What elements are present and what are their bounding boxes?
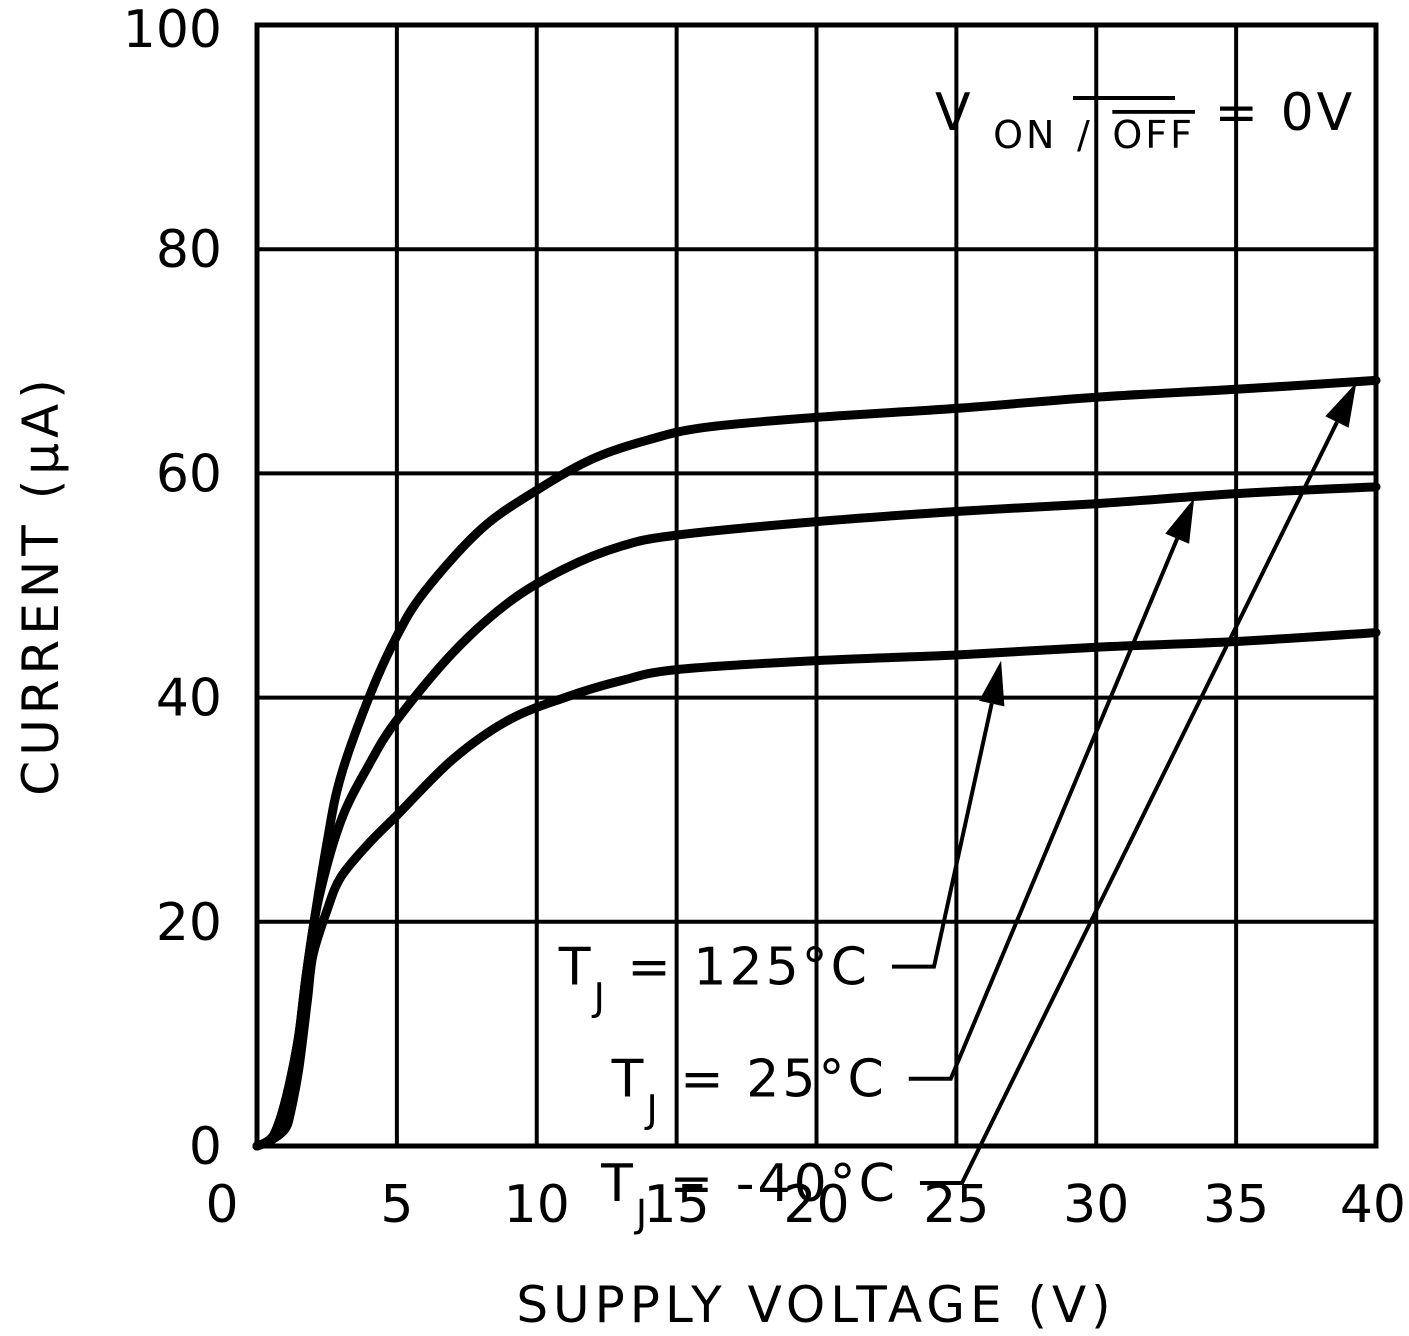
series-label-sub-1: J bbox=[644, 1088, 660, 1132]
series-label-rest-0: = 125°C bbox=[608, 938, 870, 998]
series-leader-2 bbox=[919, 421, 1339, 1185]
condition-slash: / bbox=[1077, 113, 1093, 157]
series-label-1: TJ = 25°C bbox=[611, 1050, 887, 1132]
y-tick-label-1: 20 bbox=[156, 893, 222, 953]
series-arrowhead-2 bbox=[1325, 382, 1357, 428]
condition-prefix: V bbox=[935, 83, 974, 143]
y-tick-label-3: 60 bbox=[156, 444, 222, 504]
series-label-sub-0: J bbox=[592, 976, 608, 1020]
series-label-main-1: T bbox=[611, 1050, 647, 1110]
condition-subscript: ON bbox=[993, 113, 1057, 157]
y-tick-label-5: 100 bbox=[123, 0, 222, 60]
series-label-rest-1: = 25°C bbox=[661, 1050, 887, 1110]
y-tick-label-4: 80 bbox=[156, 220, 222, 280]
x-tick-label-3: 15 bbox=[644, 1175, 710, 1235]
series-label-rest-2: = -40°C bbox=[650, 1154, 898, 1214]
x-tick-label-8: 40 bbox=[1340, 1175, 1406, 1235]
series-layer bbox=[252, 375, 1381, 1151]
x-tick-label-5: 25 bbox=[923, 1175, 989, 1235]
x-tick-label-7: 35 bbox=[1203, 1175, 1269, 1235]
x-tick-label-2: 10 bbox=[504, 1175, 570, 1235]
series-arrowhead-0 bbox=[979, 660, 1005, 707]
condition-label: V ON / OFF = 0V bbox=[935, 83, 1355, 161]
x-tick-labels: 0 5 10 15 20 25 30 35 40 bbox=[205, 1175, 1406, 1235]
series-label-sub-2: J bbox=[634, 1192, 650, 1236]
grid bbox=[255, 23, 1378, 1148]
annotation-layer: TJ = 125°CTJ = 25°CTJ = -40°C bbox=[558, 382, 1357, 1236]
x-axis-title: SUPPLY VOLTAGE (V) bbox=[516, 1276, 1115, 1334]
series-arrowhead-1 bbox=[1165, 498, 1195, 544]
series-label-0: TJ = 125°C bbox=[558, 938, 870, 1020]
series-leader-1 bbox=[908, 537, 1180, 1081]
y-tick-label-0: 0 bbox=[189, 1117, 222, 1177]
condition-suffix: = 0V bbox=[1214, 83, 1355, 143]
series-leader-0 bbox=[891, 703, 994, 969]
series-line-2 bbox=[252, 375, 1381, 1151]
x-tick-label-4: 20 bbox=[783, 1175, 849, 1235]
series-label-main-2: T bbox=[600, 1154, 636, 1214]
x-tick-label-0: 0 bbox=[205, 1175, 238, 1235]
condition-overlined: OFF bbox=[1112, 113, 1195, 157]
x-tick-label-1: 5 bbox=[380, 1175, 413, 1235]
series-label-main-0: T bbox=[558, 938, 594, 998]
y-tick-labels: 0 20 40 60 80 100 bbox=[123, 0, 222, 1177]
y-tick-label-2: 40 bbox=[156, 669, 222, 729]
plot-frame bbox=[254, 22, 1379, 1149]
x-tick-label-6: 30 bbox=[1063, 1175, 1129, 1235]
series-label-2: TJ = -40°C bbox=[600, 1154, 898, 1236]
y-axis-title: CURRENT (μA) bbox=[12, 374, 70, 795]
series-line-0 bbox=[252, 628, 1381, 1151]
